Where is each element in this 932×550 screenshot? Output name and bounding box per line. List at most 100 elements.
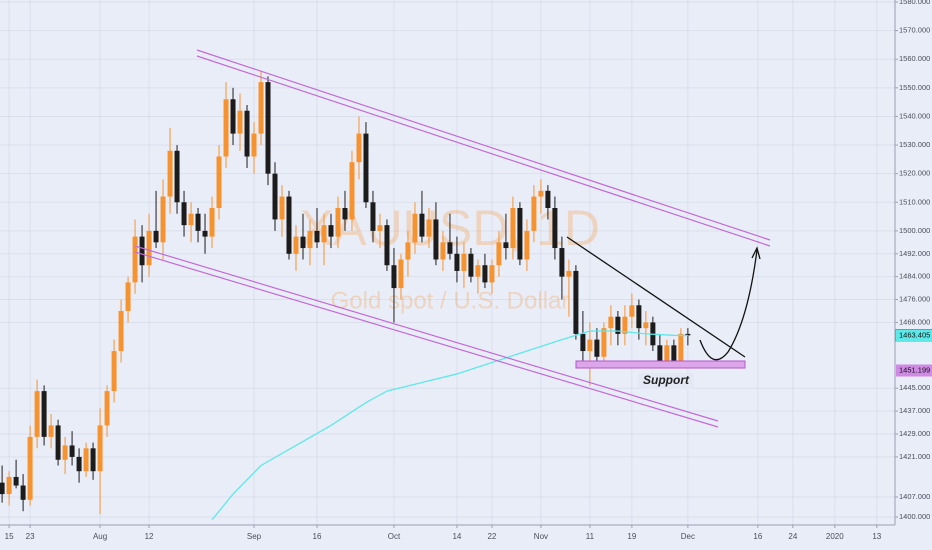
candle-body: [664, 345, 670, 363]
channel-upper: [196, 55, 771, 247]
candle-body: [118, 310, 124, 352]
candle-body: [545, 190, 551, 208]
candle-body: [622, 316, 628, 334]
channel-lower: [134, 245, 719, 422]
candle-body: [342, 207, 348, 220]
candle-body: [503, 242, 509, 249]
x-tick-label: Aug: [93, 532, 107, 541]
candle-body: [657, 345, 663, 363]
candle-body: [552, 207, 558, 249]
y-tick-label: 1550.000: [899, 83, 930, 92]
x-tick-label: 12: [145, 532, 154, 541]
candle-body: [377, 225, 383, 231]
x-tick-label: Sep: [247, 532, 262, 541]
y-tick-label: 1530.000: [899, 140, 930, 149]
candle-body: [300, 236, 306, 249]
candle-body: [125, 282, 131, 311]
candle-body: [83, 448, 89, 472]
candle-body: [314, 230, 320, 243]
candle-body: [0, 482, 5, 495]
candle-body: [286, 196, 292, 254]
candle-body: [174, 150, 180, 203]
candle-body: [90, 448, 96, 472]
y-tick-label: 1468.000: [899, 317, 930, 326]
x-tick-label: 2020: [826, 532, 844, 541]
y-tick-label: 1580.000: [899, 0, 930, 6]
candle-body: [97, 425, 103, 472]
candle-body: [13, 476, 19, 486]
candle-body: [412, 213, 418, 243]
candle-body: [636, 305, 642, 329]
candle-body: [27, 436, 33, 500]
plot: [0, 70, 691, 521]
y-tick-label: 1429.000: [899, 429, 930, 438]
x-tick-label: 11: [586, 532, 595, 541]
candle-body: [195, 213, 201, 231]
candle-body: [601, 328, 607, 357]
candle-body: [167, 150, 173, 197]
y-tick-label: 1492.000: [899, 249, 930, 258]
candle-body: [678, 333, 684, 363]
candle-body: [643, 322, 649, 329]
candle-body: [454, 253, 460, 271]
x-tick-label: 24: [788, 532, 797, 541]
projection-arrow: [699, 249, 758, 361]
candle-body: [384, 225, 390, 266]
price-axis: [895, 0, 932, 550]
candle-body: [48, 425, 54, 437]
candle-body: [216, 156, 222, 208]
candle-body: [251, 133, 257, 157]
channel-lower: [134, 251, 719, 428]
candle-body: [6, 476, 12, 495]
y-tick-label: 1407.000: [899, 492, 930, 501]
candle-body: [671, 345, 677, 363]
y-tick-label: 1484.000: [899, 272, 930, 281]
candle-body: [76, 456, 82, 472]
price-tag: [896, 329, 932, 342]
candle-body: [104, 391, 110, 426]
candle-body: [433, 219, 439, 260]
y-tick-label: 1437.000: [899, 406, 930, 415]
candle-body: [34, 391, 40, 437]
candle-body: [153, 230, 159, 243]
trendline: [566, 236, 746, 358]
candle-body: [237, 110, 243, 134]
channel-upper: [196, 49, 771, 241]
x-tick-label: Dec: [681, 532, 695, 541]
x-tick-label: 23: [26, 532, 35, 541]
candle-body: [349, 162, 355, 220]
y-tick-label: 1400.000: [899, 512, 930, 521]
moving-average: [211, 330, 688, 521]
price-tag-label: 1463.405: [899, 331, 930, 340]
candle-body: [405, 242, 411, 260]
x-tick-label: 16: [753, 532, 762, 541]
candle-body: [293, 236, 299, 254]
candle-body: [230, 99, 236, 134]
y-tick-label: 1476.000: [899, 295, 930, 304]
candle-body: [468, 253, 474, 277]
y-tick-label: 1540.000: [899, 111, 930, 120]
y-tick-label: 1510.000: [899, 197, 930, 206]
x-tick-label: 22: [487, 532, 496, 541]
y-tick-label: 1500.000: [899, 226, 930, 235]
candle-body: [223, 99, 229, 157]
candle-body: [41, 391, 47, 437]
candle-body: [517, 207, 523, 260]
y-tick-label: 1445.000: [899, 383, 930, 392]
candle-body: [531, 196, 537, 231]
x-tick-label: Nov: [534, 532, 548, 541]
candle-body: [321, 225, 327, 243]
candle-body: [440, 242, 446, 260]
y-tick-label: 1520.000: [899, 169, 930, 178]
candle-body: [356, 133, 362, 163]
support-zone: [575, 360, 746, 369]
watermark-subtitle: Gold spot / U.S. Dollar: [331, 287, 570, 314]
x-tick-label: 19: [627, 532, 636, 541]
candle-body: [587, 339, 593, 352]
candle-body: [307, 230, 313, 249]
candle-body: [265, 82, 271, 174]
y-tick-label: 1570.000: [899, 26, 930, 35]
candle-body: [209, 207, 215, 237]
drawings: [134, 49, 771, 428]
candle-body: [335, 207, 341, 237]
